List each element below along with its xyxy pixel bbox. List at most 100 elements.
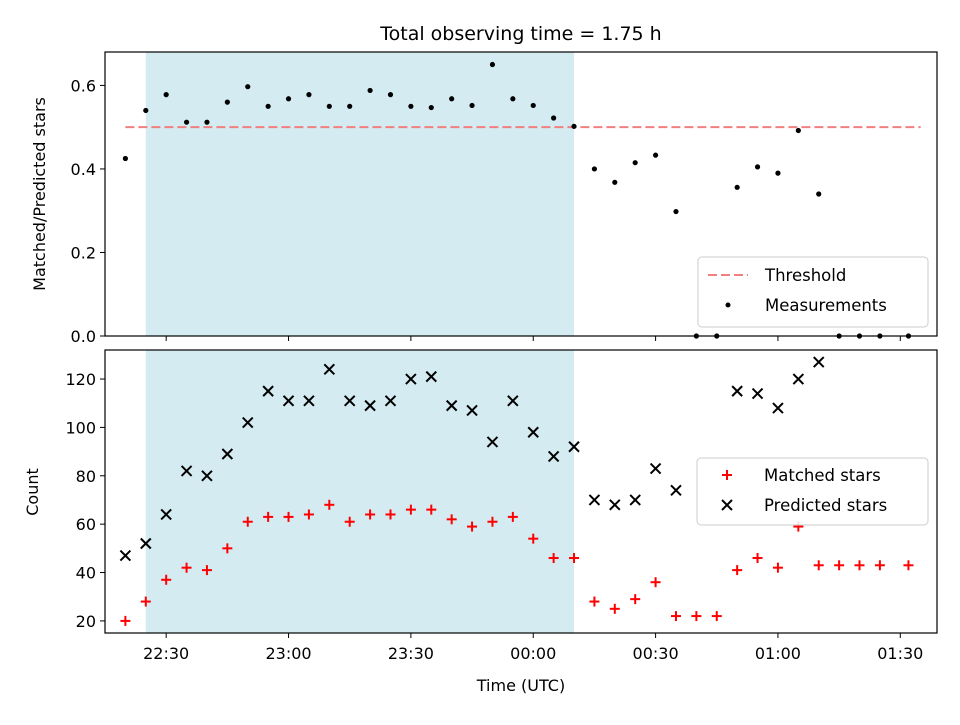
measurement-point <box>122 155 128 162</box>
matched-star-point <box>903 560 914 571</box>
predicted-star-point <box>405 373 417 385</box>
y-tick-label: 40 <box>76 564 96 583</box>
measurement-point <box>632 160 638 166</box>
measurement-point <box>183 119 190 125</box>
matched-star-point <box>732 565 743 576</box>
measurement-point <box>816 191 822 197</box>
matched-star-point <box>344 516 355 527</box>
predicted-star-point <box>772 402 784 414</box>
measurement-point <box>143 107 149 114</box>
legend-threshold-label: Threshold <box>764 266 846 285</box>
predicted-star-point <box>568 441 580 453</box>
predicted-star-point <box>140 537 152 550</box>
counts-legend: Matched stars Predicted stars <box>696 457 929 526</box>
predicted-star-point <box>670 484 682 496</box>
matched-star-point <box>303 509 314 520</box>
x-tick-label: 01:00 <box>755 644 801 663</box>
y-tick-label: 0.6 <box>71 76 96 95</box>
measurement-point <box>510 96 516 102</box>
predicted-star-point <box>323 363 336 376</box>
counts-plot-frame <box>104 349 938 634</box>
matched-star-point <box>589 596 600 607</box>
predicted-star-point <box>425 370 437 383</box>
measurement-point <box>795 127 801 134</box>
predicted-star-point <box>343 395 356 407</box>
measurement-point <box>754 164 761 170</box>
measurement-point <box>530 102 536 109</box>
predicted-star-point <box>649 462 662 475</box>
predicted-star-point <box>303 395 315 407</box>
matched-star-point <box>752 553 763 564</box>
y-tick-label: 0.0 <box>71 327 96 346</box>
matched-star-point <box>834 560 845 571</box>
matched-star-point <box>161 574 172 585</box>
measurement-point <box>469 102 475 109</box>
predicted-star-point <box>751 387 764 400</box>
matched-star-point <box>487 516 498 527</box>
observing-window-band <box>145 350 575 633</box>
measurement-point <box>571 123 577 129</box>
predicted-star-point <box>242 416 254 429</box>
predicted-star-point <box>813 356 825 368</box>
predicted-star-point <box>180 465 193 477</box>
measurement-point <box>265 103 271 109</box>
measurement-point <box>428 104 434 111</box>
measurement-point <box>245 84 251 90</box>
matched-star-point <box>528 533 539 544</box>
legend-measurements-swatch <box>725 302 731 308</box>
matched-star-point <box>691 611 702 622</box>
matched-star-point <box>426 504 437 515</box>
predicted-star-point <box>201 470 213 482</box>
matched-star-point <box>201 565 212 576</box>
legend-measurements-label: Measurements <box>765 296 887 315</box>
matched-star-point <box>283 511 294 522</box>
matched-star-point <box>446 514 457 525</box>
predicted-star-point <box>629 494 641 506</box>
matched-star-point <box>140 596 151 607</box>
matched-star-point <box>772 562 783 573</box>
observing-window-band <box>145 52 575 336</box>
ratio-legend: Threshold Measurements <box>697 256 929 328</box>
y-tick-label: 20 <box>76 612 96 631</box>
predicted-star-point <box>445 399 458 412</box>
legend-x-mark <box>721 499 733 511</box>
matched-star-point <box>854 560 865 571</box>
matched-star-point <box>670 611 681 622</box>
predicted-star-point <box>731 385 743 397</box>
x-tick-label: 22:30 <box>143 644 189 663</box>
ratio-legend-box <box>697 256 929 328</box>
measurement-point <box>408 103 414 109</box>
legend-matched-swatch <box>722 470 732 480</box>
legend-matched-label: Matched stars <box>764 466 881 485</box>
matched-star-point <box>181 562 192 573</box>
measurement-point <box>673 208 679 215</box>
measurement-point <box>734 184 740 190</box>
predicted-star-point <box>588 494 601 506</box>
predicted-star-point <box>119 549 132 562</box>
measurement-point <box>326 103 332 109</box>
matched-star-point <box>242 516 253 527</box>
predicted-star-point <box>262 385 274 397</box>
y-tick-label: 0.4 <box>71 160 96 179</box>
measurement-point <box>775 170 781 176</box>
y-tick-label: 120 <box>65 370 96 389</box>
measurement-point <box>652 152 659 158</box>
measurement-point <box>347 103 353 109</box>
matched-star-point <box>467 521 478 532</box>
y-tick-label: 100 <box>65 418 96 437</box>
predicted-star-point <box>160 508 172 521</box>
matched-star-point <box>222 543 233 554</box>
measurement-point <box>591 166 598 172</box>
ratio-panel: 0.0 0.2 0.4 0.6 Matched/Predicted stars Thr… <box>30 51 938 346</box>
measurement-point <box>306 92 312 98</box>
matched-star-point <box>813 560 824 571</box>
measurement-point <box>367 87 373 94</box>
measurement-point <box>551 115 557 121</box>
counts-legend-box <box>696 457 929 526</box>
measurement-point <box>489 61 496 68</box>
legend-predicted-label: Predicted stars <box>764 496 887 515</box>
x-tick-label: 23:30 <box>388 644 434 663</box>
matched-star-point <box>405 504 416 515</box>
matched-star-point <box>507 511 518 522</box>
